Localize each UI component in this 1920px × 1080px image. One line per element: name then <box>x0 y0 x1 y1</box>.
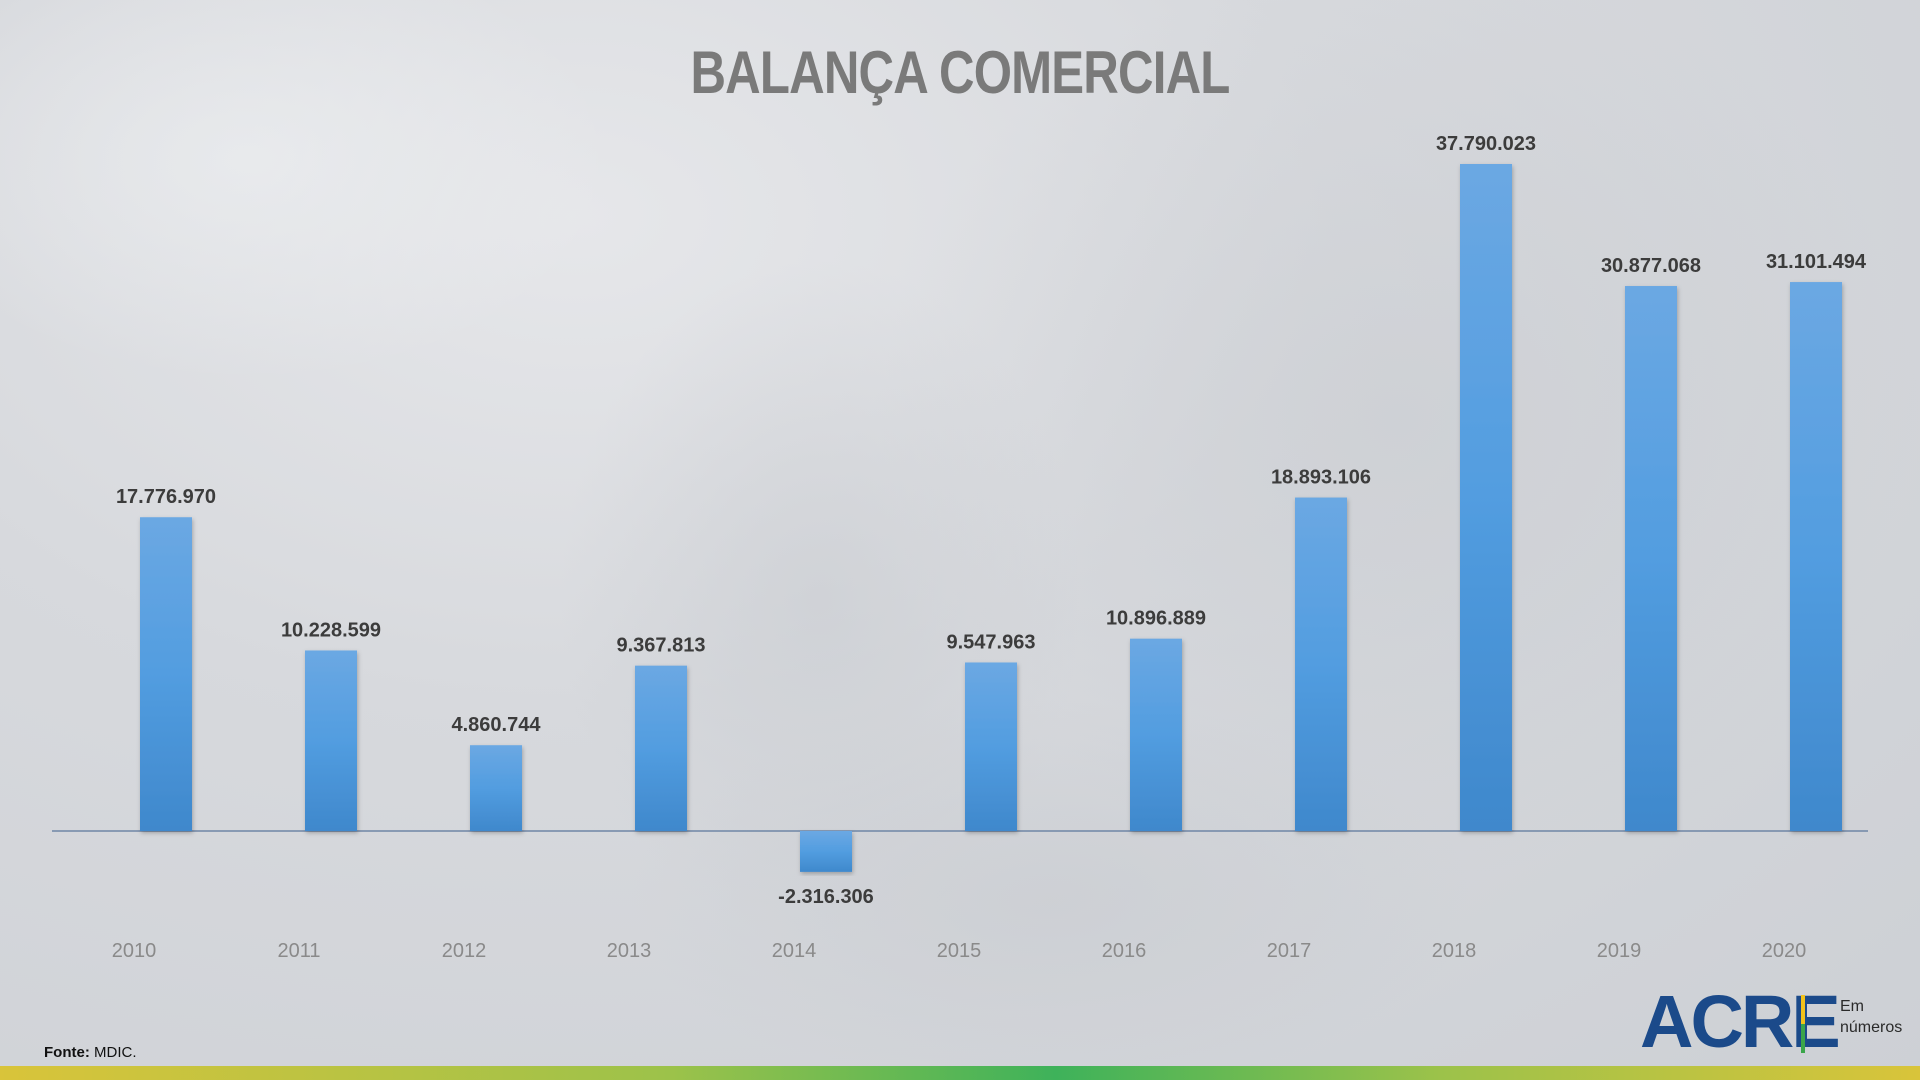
source-text: MDIC. <box>94 1044 137 1061</box>
acre-em-numeros-logo: ACRE Em números <box>1640 985 1910 1059</box>
data-label-2017: 18.893.106 <box>1271 467 1371 489</box>
source-label: Fonte: <box>44 1044 90 1061</box>
bar-2019 <box>1625 286 1677 831</box>
bar-2015 <box>965 662 1017 831</box>
bar-2016 <box>1130 638 1182 831</box>
data-label-2018: 37.790.023 <box>1436 133 1536 155</box>
logo-line-numeros: números <box>1840 1019 1903 1036</box>
x-tick-2014: 2014 <box>772 940 817 962</box>
bar-2013 <box>635 665 687 831</box>
x-tick-2013: 2013 <box>607 940 652 962</box>
bar-2011 <box>305 650 357 831</box>
x-tick-2011: 2011 <box>277 940 320 962</box>
bar-2010 <box>140 517 192 831</box>
bar-2014 <box>800 831 852 872</box>
x-tick-2012: 2012 <box>442 940 487 962</box>
data-label-2015: 9.547.963 <box>947 631 1036 653</box>
bar-2020 <box>1790 282 1842 832</box>
x-tick-2019: 2019 <box>1597 940 1642 962</box>
logo-bar <box>1801 995 1805 1053</box>
logo-line-em: Em <box>1840 998 1864 1015</box>
data-label-2020: 31.101.494 <box>1766 251 1867 273</box>
data-label-2010: 17.776.970 <box>116 486 216 508</box>
x-tick-2016: 2016 <box>1102 940 1147 962</box>
source-note: Fonte: MDIC. <box>44 1044 137 1061</box>
x-tick-2017: 2017 <box>1267 940 1312 962</box>
chart-title: BALANÇA COMERCIAL <box>690 39 1230 106</box>
data-label-2016: 10.896.889 <box>1106 608 1206 630</box>
bar-2012 <box>470 745 522 831</box>
bar-2017 <box>1295 497 1347 831</box>
x-tick-2018: 2018 <box>1432 940 1477 962</box>
x-tick-2015: 2015 <box>937 940 982 962</box>
data-label-2012: 4.860.744 <box>452 714 542 736</box>
data-label-2014: -2.316.306 <box>778 886 874 908</box>
bar-2018 <box>1460 164 1512 831</box>
data-label-2011: 10.228.599 <box>281 619 381 641</box>
logo-word: ACRE <box>1640 980 1841 1063</box>
x-tick-2010: 2010 <box>112 940 157 962</box>
bottom-color-strip <box>0 1066 1920 1080</box>
data-label-2019: 30.877.068 <box>1601 255 1701 277</box>
x-tick-2020: 2020 <box>1762 940 1807 962</box>
data-label-2013: 9.367.813 <box>617 635 706 657</box>
bar-chart: 17.776.970 2010 10.228.599 2011 4.860.744 201… <box>52 133 1868 962</box>
